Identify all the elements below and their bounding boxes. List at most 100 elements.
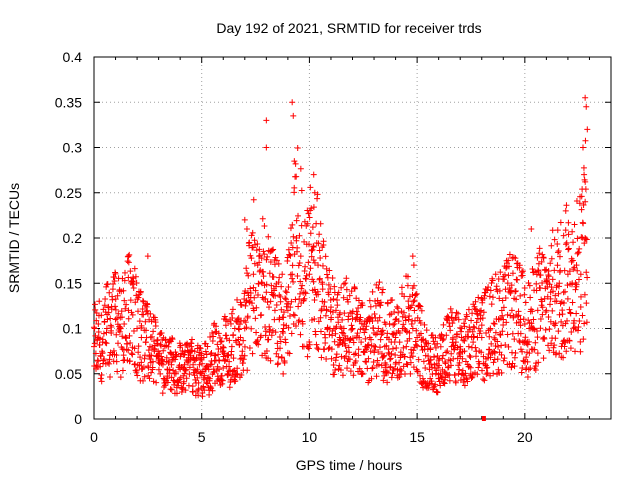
- data-point: [175, 379, 182, 386]
- data-point: [421, 378, 428, 385]
- data-point: [304, 220, 311, 227]
- data-point: [357, 314, 364, 321]
- data-point: [501, 271, 508, 278]
- data-point: [188, 340, 195, 347]
- data-point: [113, 358, 120, 365]
- data-point: [580, 202, 587, 209]
- data-point: [459, 355, 466, 362]
- data-point: [115, 310, 122, 317]
- data-point: [494, 338, 501, 345]
- data-point-outlier: [584, 126, 591, 133]
- data-point: [234, 365, 241, 372]
- data-point: [545, 268, 552, 275]
- data-point: [542, 326, 549, 333]
- data-point: [165, 358, 172, 365]
- data-point: [290, 311, 297, 318]
- data-point: [573, 310, 580, 317]
- data-point: [297, 331, 304, 338]
- data-point: [499, 297, 506, 304]
- data-point: [262, 295, 269, 302]
- data-point: [168, 374, 175, 381]
- data-point: [420, 358, 427, 365]
- data-point: [517, 292, 524, 299]
- data-point: [475, 364, 482, 371]
- data-point: [143, 327, 150, 334]
- data-point: [580, 164, 587, 171]
- data-point: [169, 336, 176, 343]
- data-point: [399, 325, 406, 332]
- data-point: [302, 263, 309, 270]
- data-point: [105, 309, 112, 316]
- data-point: [168, 361, 175, 368]
- data-point: [91, 325, 98, 332]
- data-point: [234, 370, 241, 377]
- data-point: [419, 375, 426, 382]
- data-point: [525, 280, 532, 287]
- data-point: [254, 337, 261, 344]
- data-point: [563, 239, 570, 246]
- data-point: [380, 377, 387, 384]
- data-point: [484, 286, 491, 293]
- data-point: [222, 356, 229, 363]
- data-point: [554, 227, 561, 234]
- data-point: [468, 317, 475, 324]
- data-point: [263, 348, 270, 355]
- data-point: [446, 377, 453, 384]
- data-point: [343, 286, 350, 293]
- data-point: [134, 325, 141, 332]
- data-point: [261, 251, 268, 258]
- data-point: [300, 297, 307, 304]
- data-point: [340, 281, 347, 288]
- data-point: [266, 326, 273, 333]
- data-point: [134, 372, 141, 379]
- data-point: [225, 371, 232, 378]
- data-point: [112, 270, 119, 277]
- data-point: [336, 336, 343, 343]
- data-point: [193, 368, 200, 375]
- data-point: [545, 342, 552, 349]
- data-point: [278, 354, 285, 361]
- data-point: [121, 320, 128, 327]
- data-point: [322, 334, 329, 341]
- data-point: [179, 347, 186, 354]
- data-point: [388, 374, 395, 381]
- data-point: [485, 284, 492, 291]
- data-point: [318, 307, 325, 314]
- data-point: [148, 352, 155, 359]
- data-point: [509, 330, 516, 337]
- data-point: [430, 338, 437, 345]
- data-point: [483, 365, 490, 372]
- data-point: [280, 330, 287, 337]
- data-point: [459, 348, 466, 355]
- data-point: [258, 255, 265, 262]
- data-point: [309, 246, 316, 253]
- data-point: [508, 307, 515, 314]
- data-point: [205, 363, 212, 370]
- y-tick-label: 0.2: [63, 230, 83, 246]
- data-point: [530, 316, 537, 323]
- data-point: [518, 369, 525, 376]
- data-point: [135, 349, 142, 356]
- data-point: [389, 345, 396, 352]
- y-tick-label: 0.25: [55, 185, 82, 201]
- data-point-outlier: [582, 198, 589, 205]
- data-point: [473, 319, 480, 326]
- data-point: [534, 327, 541, 334]
- data-point: [308, 205, 315, 212]
- data-point: [239, 360, 246, 367]
- data-point: [375, 284, 382, 291]
- data-point: [504, 331, 511, 338]
- data-point: [297, 253, 304, 260]
- data-point: [361, 329, 368, 336]
- data-point: [417, 372, 424, 379]
- data-point: [562, 288, 569, 295]
- data-point: [499, 312, 506, 319]
- data-point: [191, 372, 198, 379]
- data-point: [243, 265, 250, 272]
- data-point: [515, 319, 522, 326]
- data-point: [250, 271, 257, 278]
- data-point: [103, 340, 110, 347]
- data-point: [398, 284, 405, 291]
- data-point: [533, 287, 540, 294]
- data-point: [290, 278, 297, 285]
